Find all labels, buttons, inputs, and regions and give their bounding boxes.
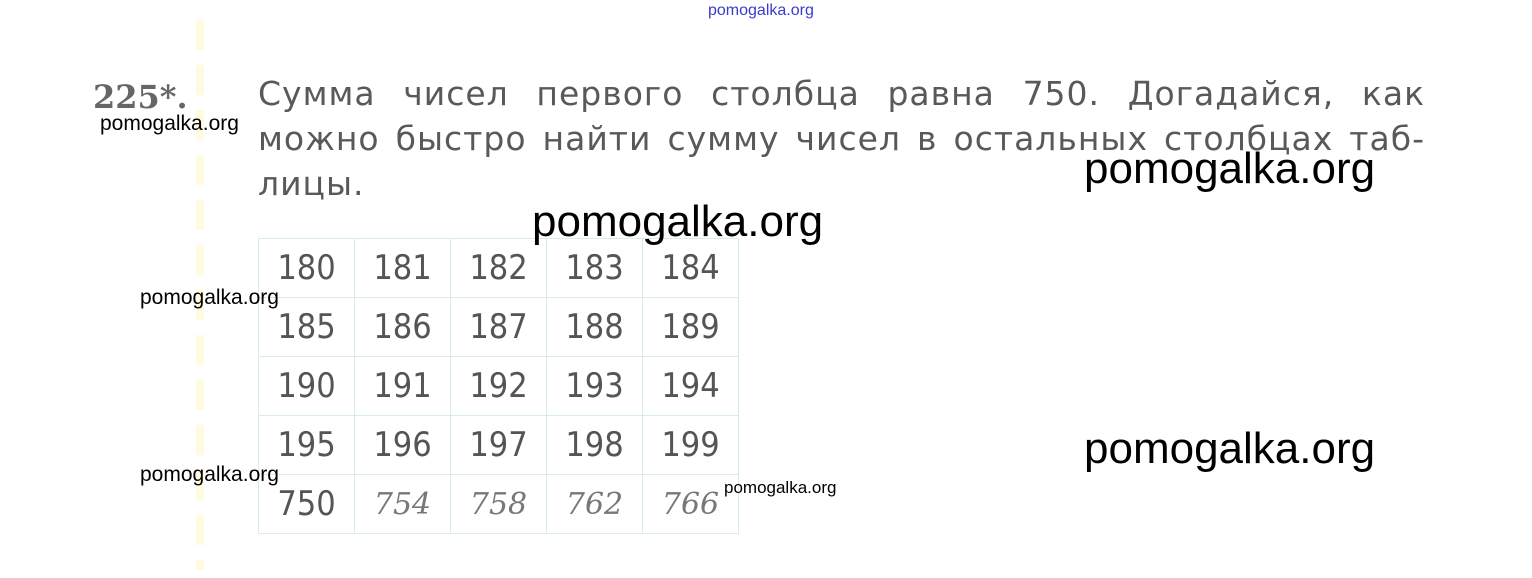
table-cell: 189 — [642, 297, 739, 357]
table-cell: 196 — [354, 415, 451, 475]
number-table: 180 181 182 183 184 185 186 187 188 189 190 191 192 1… — [258, 238, 739, 534]
table-cell: 184 — [642, 238, 739, 298]
table-cell: 182 — [450, 238, 547, 298]
table-cell: 193 — [546, 356, 643, 416]
table-cell: 185 — [258, 297, 355, 357]
handwritten-sum-cell: 762 — [546, 474, 643, 534]
table-row: 180 181 182 183 184 — [258, 238, 739, 298]
handwritten-sum-cell: 758 — [450, 474, 547, 534]
watermark: pomogalka.org — [1084, 424, 1376, 473]
sum-row: 750 754 758 762 766 — [258, 474, 739, 534]
task-number: 225*. — [93, 78, 188, 116]
table-cell: 191 — [354, 356, 451, 416]
table-row: 185 186 187 188 189 — [258, 297, 739, 357]
table-row: 190 191 192 193 194 — [258, 356, 739, 416]
task-text-line-1: Сумма чисел первого столбца равна 750. Д… — [258, 74, 1425, 113]
table-cell: 199 — [642, 415, 739, 475]
table-cell: 198 — [546, 415, 643, 475]
watermark: pomogalka.org — [1084, 144, 1376, 193]
table-cell: 190 — [258, 356, 355, 416]
watermark: pomogalka.org — [140, 463, 279, 486]
page-margin — [196, 20, 204, 570]
watermark-top: pomogalka.org — [708, 2, 814, 19]
table-row: 195 196 197 198 199 — [258, 415, 739, 475]
handwritten-sum-cell: 766 — [642, 474, 739, 534]
watermark: pomogalka.org — [724, 478, 837, 497]
watermark: pomogalka.org — [532, 197, 824, 246]
table-cell: 192 — [450, 356, 547, 416]
table-cell: 197 — [450, 415, 547, 475]
handwritten-sum-cell: 754 — [354, 474, 451, 534]
table-cell: 181 — [354, 238, 451, 298]
table-cell: 194 — [642, 356, 739, 416]
table-cell: 186 — [354, 297, 451, 357]
table-cell: 187 — [450, 297, 547, 357]
watermark: pomogalka.org — [100, 112, 239, 135]
watermark: pomogalka.org — [140, 286, 279, 309]
table-cell: 183 — [546, 238, 643, 298]
table-cell: 180 — [258, 238, 355, 298]
table-cell: 188 — [546, 297, 643, 357]
task-text-line-3: лицы. — [258, 164, 365, 203]
task-text-line-2: можно быстро найти сумму чисел в остальн… — [258, 119, 1425, 158]
